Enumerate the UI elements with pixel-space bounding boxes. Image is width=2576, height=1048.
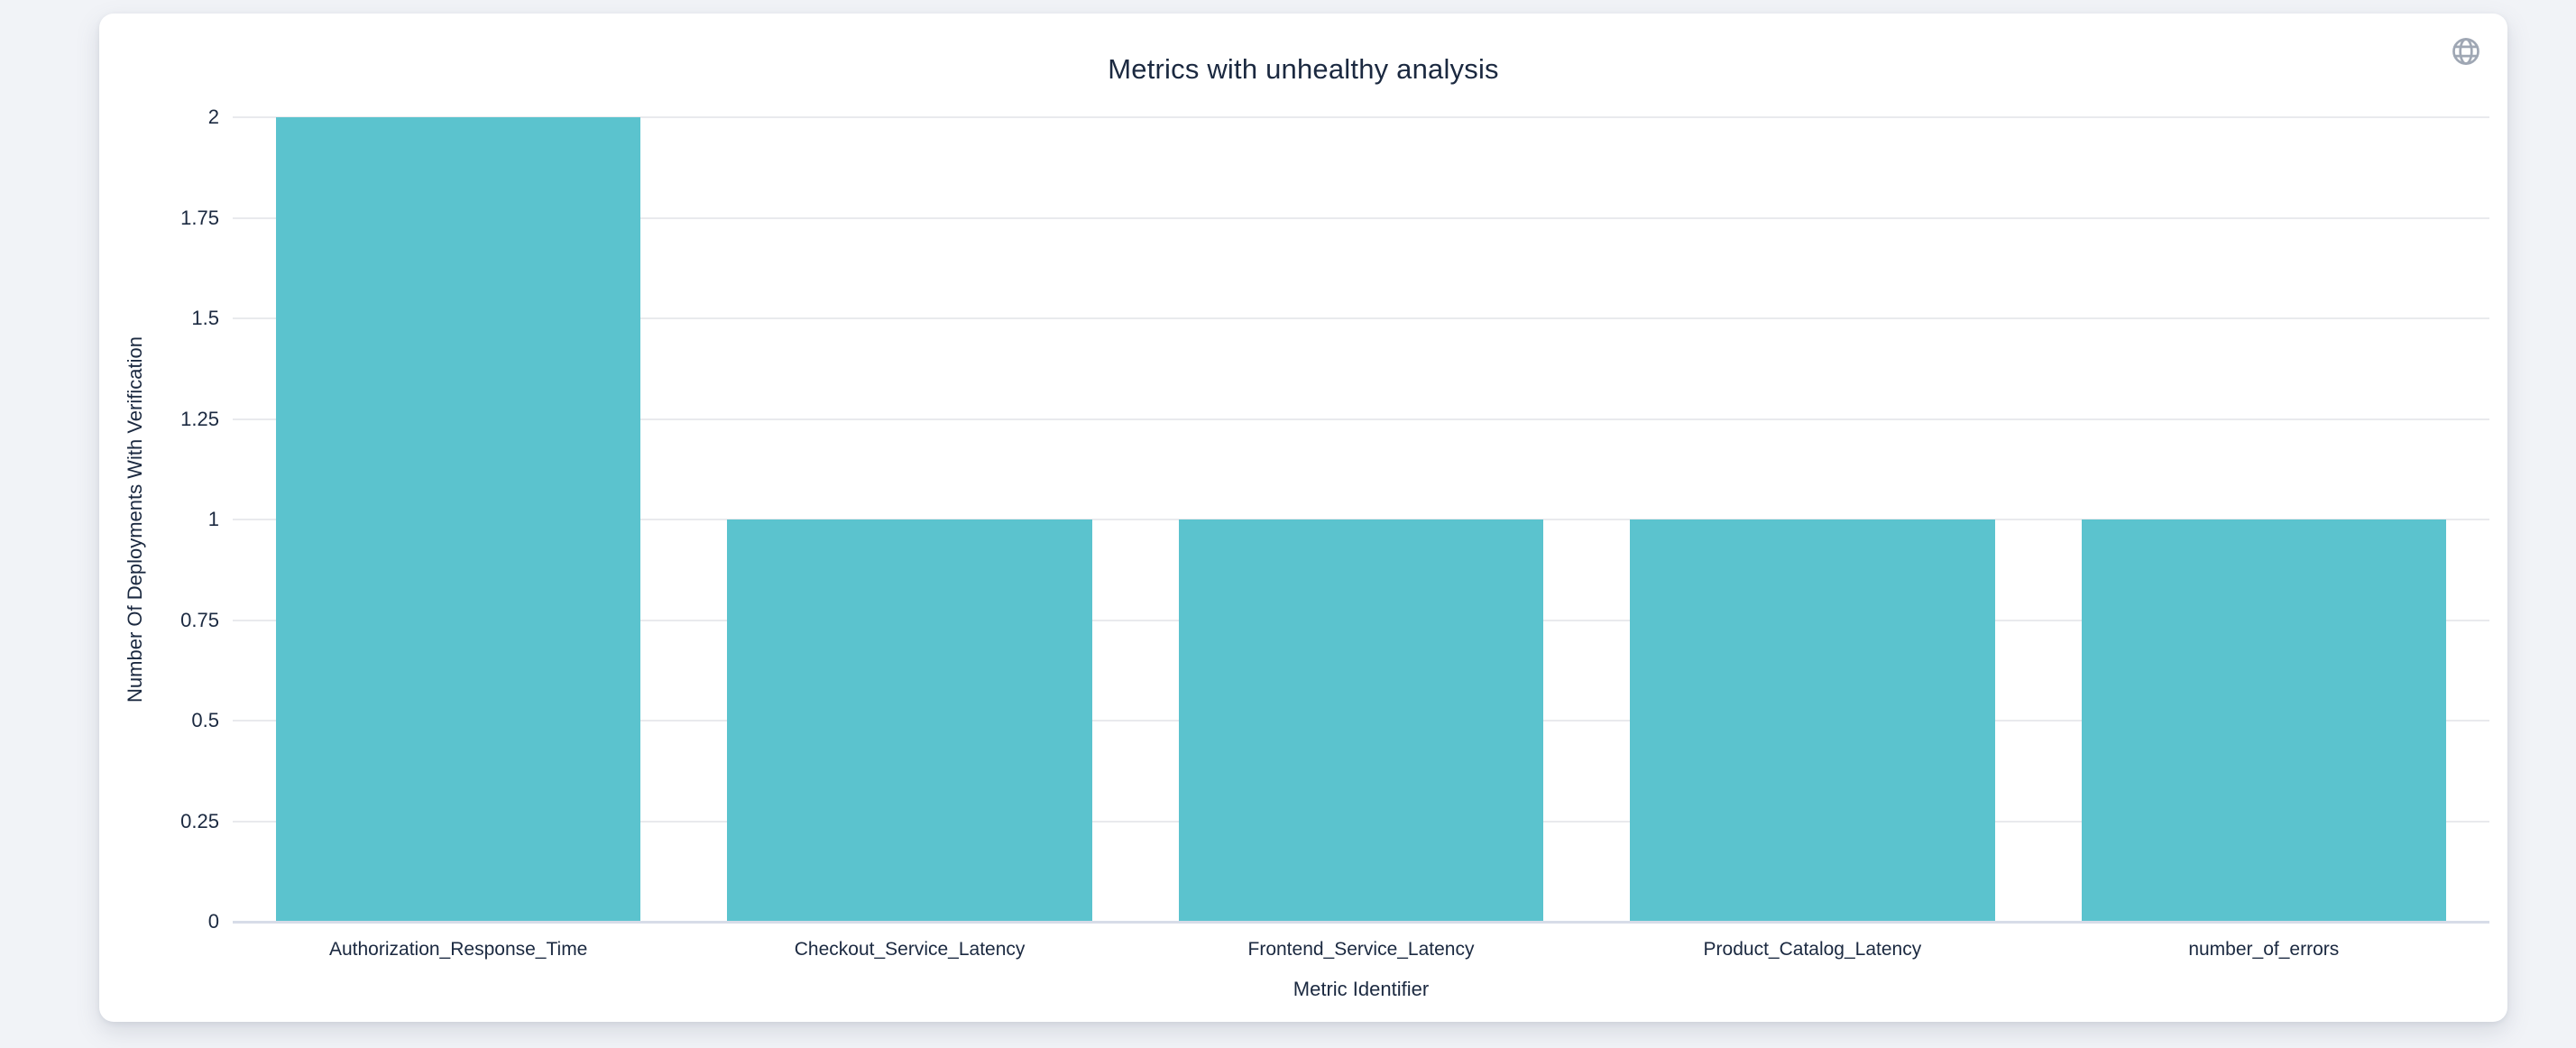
x-axis-zero-line	[233, 921, 2489, 924]
y-tick-label: 1	[207, 508, 219, 530]
gridline	[233, 216, 2489, 219]
bar-Authorization_Response_Time[interactable]	[276, 117, 641, 922]
globe-icon[interactable]	[2450, 35, 2482, 68]
bar-Checkout_Service_Latency[interactable]	[727, 519, 1092, 922]
y-axis-title: Number Of Deployments With Verification	[124, 336, 146, 703]
chart-card: Metrics with unhealthy analysis 0 0.25 0.5…	[99, 14, 2507, 1022]
y-tick-label: 0.5	[191, 709, 219, 731]
gridline	[233, 418, 2489, 420]
y-tick-label: 1.5	[191, 307, 219, 329]
x-tick-label: Frontend_Service_Latency	[1247, 939, 1475, 960]
y-tick-label: 0	[207, 910, 219, 933]
x-axis-title: Metric Identifier	[1293, 978, 1430, 1000]
bar-Product_Catalog_Latency[interactable]	[1630, 519, 1995, 922]
x-tick-label: number_of_errors	[2188, 939, 2340, 960]
y-tick-label: 0.25	[180, 809, 219, 832]
bar-number_of_errors[interactable]	[2081, 519, 2446, 922]
plot-area	[233, 116, 2489, 924]
y-tick-label: 0.75	[180, 608, 219, 631]
gridline	[233, 116, 2489, 118]
x-tick-label: Checkout_Service_Latency	[794, 939, 1026, 960]
y-tick-label: 1.75	[180, 206, 219, 229]
chart-title: Metrics with unhealthy analysis	[1108, 53, 1499, 85]
gridline	[233, 317, 2489, 319]
bar-Frontend_Service_Latency[interactable]	[1178, 519, 1544, 922]
y-tick-label: 1.25	[180, 407, 219, 430]
y-tick-label: 2	[207, 106, 219, 128]
x-tick-label: Authorization_Response_Time	[328, 939, 588, 960]
x-tick-label: Product_Catalog_Latency	[1703, 939, 1922, 960]
